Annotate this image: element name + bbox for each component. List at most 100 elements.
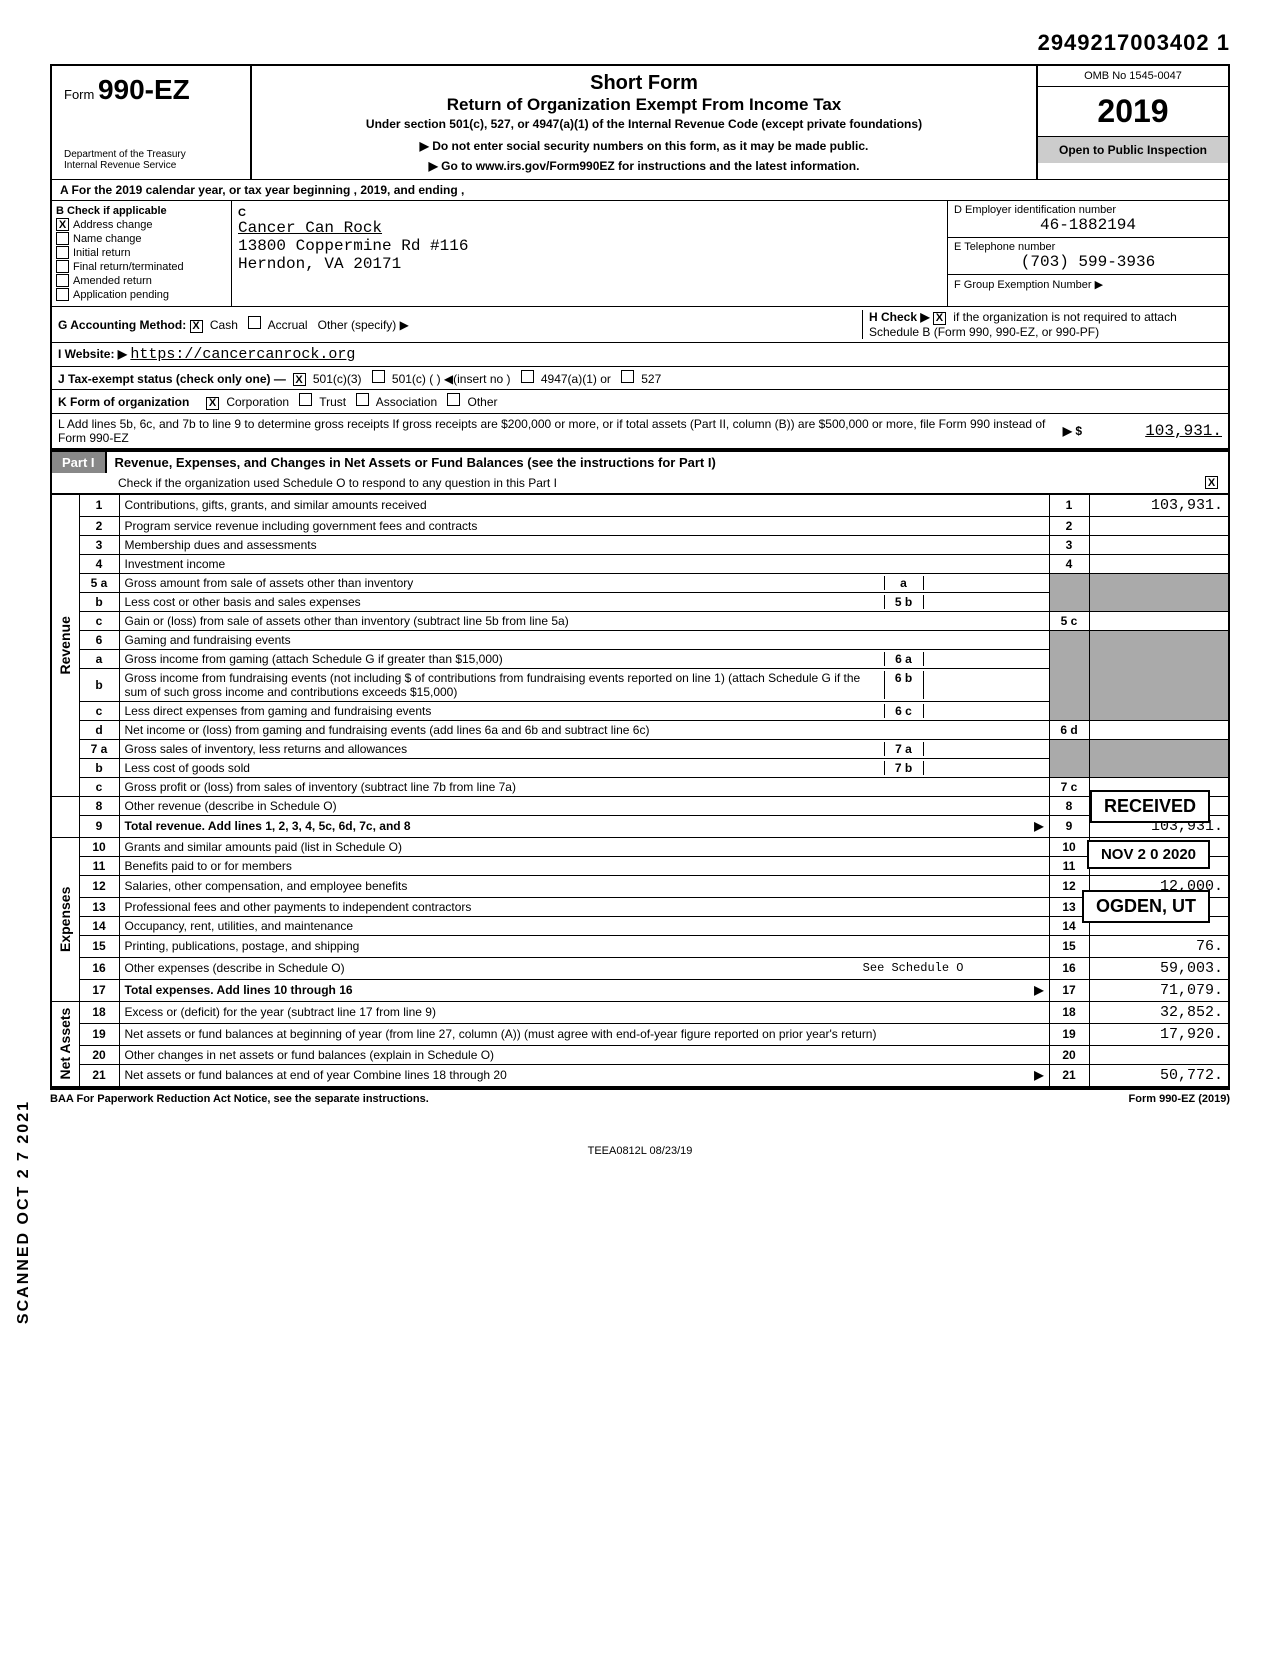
- l3-n: 3: [79, 535, 119, 554]
- l19-v: 17,920.: [1089, 1023, 1229, 1045]
- s527-label: 527: [641, 372, 661, 386]
- l2-v: [1089, 516, 1229, 535]
- chk-amended[interactable]: [56, 274, 69, 287]
- vlabel-expenses: Expenses: [51, 837, 79, 1001]
- opt-name: Name change: [73, 233, 142, 245]
- col-b: B Check if applicable XAddress change Na…: [52, 201, 232, 306]
- footer: BAA For Paperwork Reduction Act Notice, …: [50, 1088, 1230, 1105]
- l16-v: 59,003.: [1089, 957, 1229, 979]
- l15-ln: 15: [1049, 935, 1089, 957]
- l7a-n: 7 a: [79, 739, 119, 758]
- l21-n: 21: [79, 1064, 119, 1087]
- chk-cash[interactable]: X: [190, 320, 203, 333]
- row-j: J Tax-exempt status (check only one) — X…: [50, 366, 1230, 390]
- opt-initial: Initial return: [73, 247, 130, 259]
- accrual-label: Accrual: [268, 318, 308, 332]
- l4-v: [1089, 554, 1229, 573]
- c3-label: 501(c)(3): [313, 372, 362, 386]
- l3-v: [1089, 535, 1229, 554]
- l8-ln: 8: [1049, 796, 1089, 815]
- l11-t: Benefits paid to or for members: [119, 856, 1049, 875]
- l20-v: [1089, 1045, 1229, 1064]
- l21-ln: 21: [1049, 1064, 1089, 1087]
- l17-ln: 17: [1049, 979, 1089, 1001]
- l-value: 103,931.: [1082, 422, 1222, 440]
- row-i: I Website: ▶ https://cancercanrock.org: [50, 342, 1230, 366]
- chk-part1[interactable]: X: [1205, 476, 1218, 489]
- chk-initial[interactable]: [56, 246, 69, 259]
- chk-4947[interactable]: [521, 370, 534, 383]
- part1-check-row: Check if the organization used Schedule …: [50, 473, 1230, 493]
- part1-header: Part I Revenue, Expenses, and Changes in…: [50, 450, 1230, 473]
- chk-assoc[interactable]: [356, 393, 369, 406]
- l16-n: 16: [79, 957, 119, 979]
- l6c-t: Less direct expenses from gaming and fun…: [125, 704, 884, 718]
- h-label: H Check ▶: [869, 310, 930, 324]
- chk-h[interactable]: X: [933, 312, 946, 325]
- l1-ln: 1: [1049, 494, 1089, 517]
- title-box: Short Form Return of Organization Exempt…: [252, 66, 1038, 179]
- l17-t: Total expenses. Add lines 10 through 16: [125, 983, 353, 997]
- chk-other[interactable]: [447, 393, 460, 406]
- l6-t: Gaming and fundraising events: [119, 630, 1049, 649]
- l14-n: 14: [79, 916, 119, 935]
- org-addr2: Herndon, VA 20171: [238, 255, 941, 273]
- l16-ln: 16: [1049, 957, 1089, 979]
- l19-ln: 19: [1049, 1023, 1089, 1045]
- l5b-m: 5 b: [884, 595, 924, 609]
- col-de: D Employer identification number 46-1882…: [948, 201, 1228, 306]
- chk-pending[interactable]: [56, 288, 69, 301]
- org-addr1: 13800 Coppermine Rd #116: [238, 237, 941, 255]
- l4-t: Investment income: [119, 554, 1049, 573]
- l5c-n: c: [79, 611, 119, 630]
- footer-code: TEEA0812L 08/23/19: [50, 1145, 1230, 1157]
- col-c: C Cancer Can Rock 13800 Coppermine Rd #1…: [232, 201, 948, 306]
- l6d-t: Net income or (loss) from gaming and fun…: [119, 720, 1049, 739]
- ssn-note: ▶ Do not enter social security numbers o…: [272, 139, 1016, 153]
- chk-527[interactable]: [621, 370, 634, 383]
- chk-name[interactable]: [56, 232, 69, 245]
- form-prefix: Form: [64, 87, 94, 102]
- l4-n: 4: [79, 554, 119, 573]
- l19-n: 19: [79, 1023, 119, 1045]
- l9-arrow: ▶: [1034, 819, 1043, 833]
- other-label: Other (specify) ▶: [318, 318, 409, 332]
- l15-v: 76.: [1089, 935, 1229, 957]
- l7b-m: 7 b: [884, 761, 924, 775]
- chk-501c[interactable]: [372, 370, 385, 383]
- chk-corp[interactable]: X: [206, 397, 219, 410]
- l6b-m: 6 b: [884, 671, 924, 699]
- l6c-n: c: [79, 701, 119, 720]
- footer-right: Form 990-EZ (2019): [1129, 1093, 1230, 1105]
- l-arrow: ▶ $: [1063, 424, 1082, 438]
- l10-t: Grants and similar amounts paid (list in…: [119, 837, 1049, 856]
- c-label: C: [238, 207, 941, 219]
- tax-year: 2019: [1038, 87, 1228, 137]
- l6b-t: Gross income from fundraising events (no…: [125, 671, 884, 699]
- l17-v: 71,079.: [1089, 979, 1229, 1001]
- g-label: G Accounting Method:: [58, 318, 186, 332]
- chk-address[interactable]: X: [56, 218, 69, 231]
- l16-extra: See Schedule O: [863, 961, 964, 975]
- l7a-m: 7 a: [884, 742, 924, 756]
- l-text: L Add lines 5b, 6c, and 7b to line 9 to …: [58, 417, 1063, 445]
- e-label: E Telephone number: [954, 241, 1222, 253]
- l5c-ln: 5 c: [1049, 611, 1089, 630]
- chk-accrual[interactable]: [248, 316, 261, 329]
- l9-n: 9: [79, 815, 119, 837]
- l10-ln: 10: [1049, 837, 1089, 856]
- l6b-n: b: [79, 668, 119, 701]
- l6a-m: 6 a: [884, 652, 924, 666]
- l1-n: 1: [79, 494, 119, 517]
- l9-t: Total revenue. Add lines 1, 2, 3, 4, 5c,…: [125, 819, 411, 833]
- short-form-title: Short Form: [272, 72, 1016, 95]
- row-g-h: G Accounting Method: X Cash Accrual Othe…: [50, 306, 1230, 342]
- chk-final[interactable]: [56, 260, 69, 273]
- scanned-stamp: SCANNED OCT 2 7 2021: [15, 1100, 33, 1324]
- l14-t: Occupancy, rent, utilities, and maintena…: [119, 916, 1049, 935]
- chk-trust[interactable]: [299, 393, 312, 406]
- k-trust: Trust: [319, 395, 346, 409]
- part1-title: Revenue, Expenses, and Changes in Net As…: [107, 452, 724, 473]
- chk-501c3[interactable]: X: [293, 373, 306, 386]
- l15-n: 15: [79, 935, 119, 957]
